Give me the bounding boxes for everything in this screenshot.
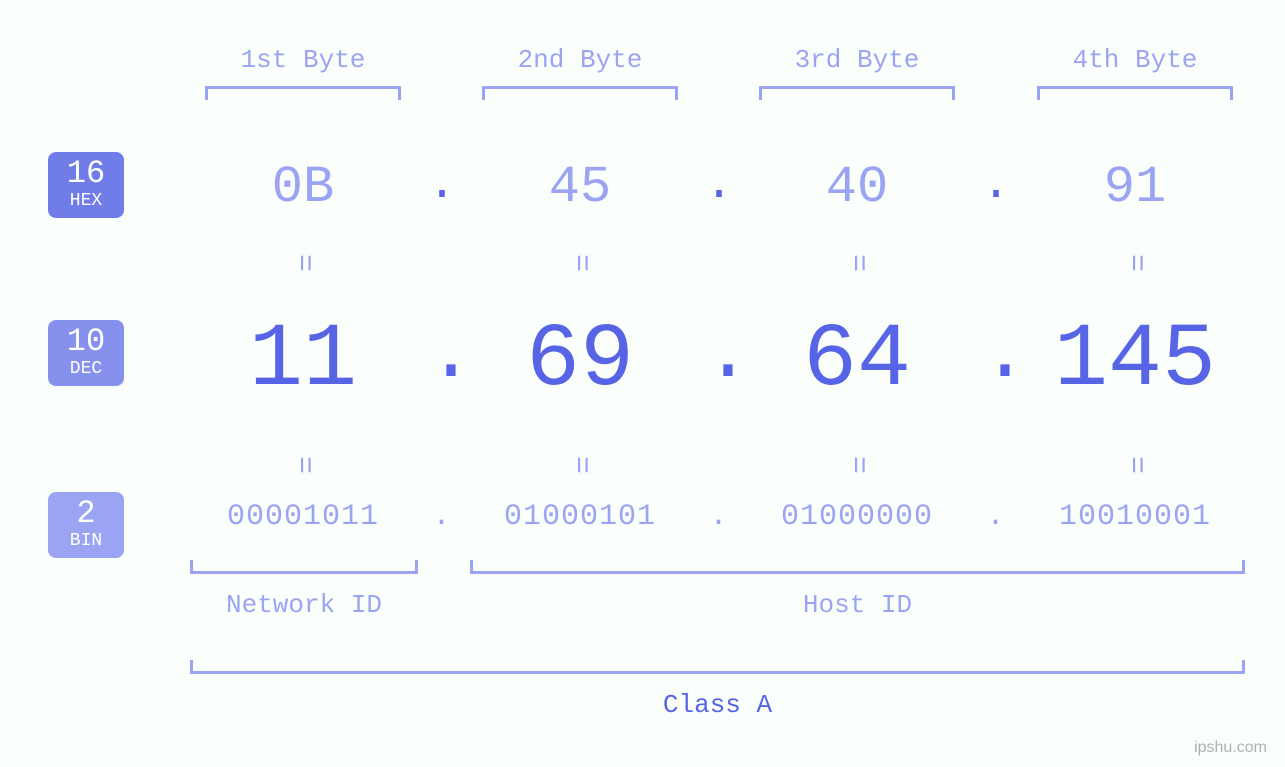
network-label: Network ID [190, 590, 418, 620]
eq-decbin-1: = [286, 450, 320, 480]
eq-decbin-3: = [840, 450, 874, 480]
dec-byte-1: 11 [183, 310, 423, 412]
ip-diagram: 16 HEX 10 DEC 2 BIN 1st Byte 2nd Byte 3r… [0, 0, 1285, 767]
host-bracket [470, 560, 1245, 574]
hex-dot-3: . [981, 158, 1011, 212]
badge-dec: 10 DEC [48, 320, 124, 386]
eq-hexdec-4: = [1118, 248, 1152, 278]
hex-byte-1: 0B [183, 158, 423, 217]
watermark: ipshu.com [1194, 739, 1267, 757]
badge-bin: 2 BIN [48, 492, 124, 558]
dec-byte-3: 64 [737, 310, 977, 412]
bin-byte-2: 01000101 [460, 500, 700, 534]
host-label: Host ID [470, 590, 1245, 620]
class-label: Class A [190, 690, 1245, 720]
bin-dot-2: . [704, 500, 734, 534]
eq-decbin-2: = [563, 450, 597, 480]
badge-dec-lbl: DEC [48, 360, 124, 378]
bin-byte-1: 00001011 [183, 500, 423, 534]
dec-dot-1: . [427, 310, 457, 401]
dec-dot-2: . [704, 310, 734, 401]
dec-byte-4: 145 [1015, 310, 1255, 412]
network-bracket [190, 560, 418, 574]
eq-hexdec-1: = [286, 248, 320, 278]
byte-bracket-3 [759, 86, 955, 100]
eq-hexdec-3: = [840, 248, 874, 278]
hex-byte-2: 45 [460, 158, 700, 217]
byte-bracket-4 [1037, 86, 1233, 100]
bin-byte-4: 10010001 [1015, 500, 1255, 534]
hex-byte-3: 40 [737, 158, 977, 217]
badge-hex: 16 HEX [48, 152, 124, 218]
hex-dot-2: . [704, 158, 734, 212]
bin-dot-3: . [981, 500, 1011, 534]
eq-hexdec-2: = [563, 248, 597, 278]
byte-bracket-1 [205, 86, 401, 100]
byte-label-3: 3rd Byte [737, 45, 977, 75]
byte-label-4: 4th Byte [1015, 45, 1255, 75]
byte-label-1: 1st Byte [183, 45, 423, 75]
dec-dot-3: . [981, 310, 1011, 401]
badge-hex-num: 16 [48, 158, 124, 190]
badge-bin-num: 2 [48, 498, 124, 530]
byte-bracket-2 [482, 86, 678, 100]
class-bracket [190, 660, 1245, 674]
byte-label-2: 2nd Byte [460, 45, 700, 75]
bin-byte-3: 01000000 [737, 500, 977, 534]
dec-byte-2: 69 [460, 310, 700, 412]
bin-dot-1: . [427, 500, 457, 534]
hex-byte-4: 91 [1015, 158, 1255, 217]
eq-decbin-4: = [1118, 450, 1152, 480]
badge-hex-lbl: HEX [48, 192, 124, 210]
badge-bin-lbl: BIN [48, 532, 124, 550]
badge-dec-num: 10 [48, 326, 124, 358]
hex-dot-1: . [427, 158, 457, 212]
